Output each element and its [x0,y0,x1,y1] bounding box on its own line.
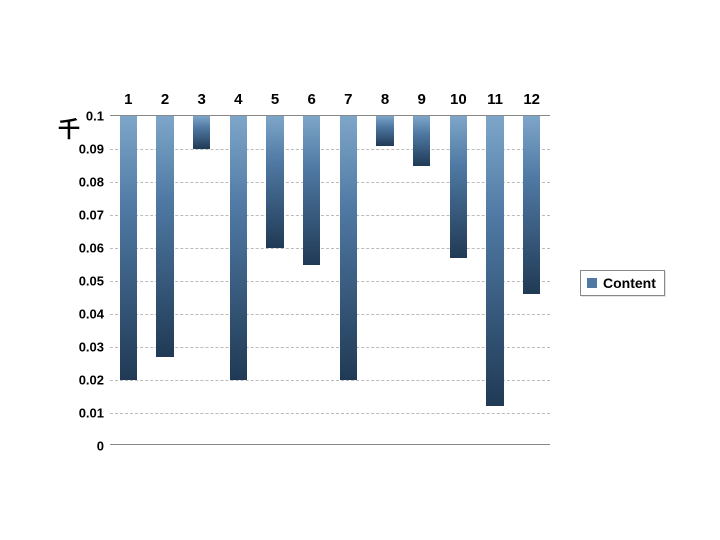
xtick-label: 8 [381,91,389,116]
gridline [110,215,550,216]
xtick-label: 1 [124,91,132,116]
ytick-label: 0.01 [79,406,110,421]
xtick-label: 5 [271,91,279,116]
bar [486,116,504,406]
xtick-label: 10 [450,91,467,116]
legend-swatch-icon [587,278,597,288]
bar [230,116,248,380]
ytick-label: 0.06 [79,241,110,256]
gridline [110,248,550,249]
ytick-label: 0.03 [79,340,110,355]
bar [340,116,358,380]
xtick-label: 9 [417,91,425,116]
xtick-label: 7 [344,91,352,116]
bar [266,116,284,248]
ytick-label: 0.1 [86,109,110,124]
gridline [110,281,550,282]
gridline [110,380,550,381]
bar [376,116,394,146]
legend-label: Content [603,275,656,291]
plot-area: 0.10.090.080.070.060.050.040.030.020.010… [110,115,550,445]
ytick-label: 0.07 [79,208,110,223]
ytick-label: 0.08 [79,175,110,190]
gridline [110,347,550,348]
y-axis-unit: 千 [58,112,80,144]
xtick-label: 3 [197,91,205,116]
xtick-label: 11 [487,91,503,116]
ytick-label: 0.05 [79,274,110,289]
legend: Content [580,270,665,296]
bar [193,116,211,149]
bar [413,116,431,166]
gridline [110,413,550,414]
ytick-label: 0.09 [79,142,110,157]
bar [523,116,541,294]
ytick-label: 0 [97,439,110,454]
xtick-label: 2 [161,91,169,116]
xtick-label: 12 [523,91,540,116]
bar [303,116,321,265]
chart-container: 0.1 0.09 0.08 0.07 0.06 0.05 0.04 0.03 0.02 0.01 0… [0,0,720,540]
bar [450,116,468,258]
ytick-label: 0.04 [79,307,110,322]
gridline [110,182,550,183]
gridline [110,149,550,150]
bar [156,116,174,357]
gridline [110,314,550,315]
bar [120,116,138,380]
xtick-label: 6 [307,91,315,116]
xtick-label: 4 [234,91,242,116]
ytick-label: 0.02 [79,373,110,388]
